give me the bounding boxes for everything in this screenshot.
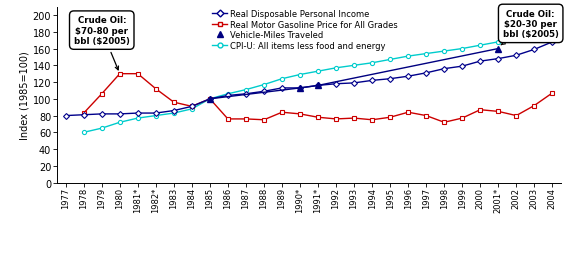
Legend: Real Disposable Personal Income, Real Motor Gasoline Price for All Grades, Vehic: Real Disposable Personal Income, Real Mo… (212, 10, 397, 51)
Text: Crude Oil:
$70-80 per
bbl ($2005): Crude Oil: $70-80 per bbl ($2005) (74, 16, 130, 71)
Y-axis label: Index (1985=100): Index (1985=100) (20, 51, 30, 139)
Text: Crude Oil:
$20-30 per
bbl ($2005): Crude Oil: $20-30 per bbl ($2005) (501, 9, 558, 46)
